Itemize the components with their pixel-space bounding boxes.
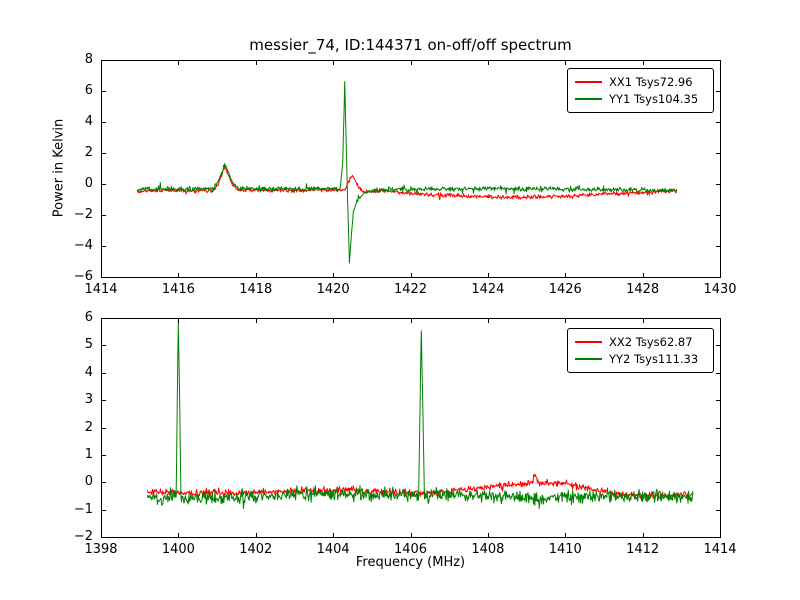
legend-entry-xx2: XX2 Tsys62.87 bbox=[575, 334, 706, 350]
series-line-yy2 bbox=[146, 319, 694, 509]
x-axis-label: Frequency (MHz) bbox=[355, 555, 466, 570]
series-line-yy1 bbox=[136, 81, 678, 264]
x-tick-label: 1406 bbox=[393, 542, 428, 557]
legend-label-yy1: YY1 Tsys104.35 bbox=[609, 92, 699, 107]
y-tick-label: −4 bbox=[73, 238, 93, 253]
legend-line-sample-yy1 bbox=[575, 98, 602, 101]
x-tick-label: 1414 bbox=[703, 542, 737, 557]
x-tick-label: 1420 bbox=[316, 282, 350, 297]
y-tick-label: 6 bbox=[84, 310, 93, 325]
axes-frame bbox=[101, 318, 721, 538]
x-tick-label: 1412 bbox=[626, 542, 660, 557]
legend-bottom-plot: XX2 Tsys62.87 YY2 Tsys111.33 bbox=[567, 328, 714, 373]
x-tick-label: 1402 bbox=[239, 542, 273, 557]
x-tick-label: 1422 bbox=[393, 282, 428, 297]
x-tick-label: 1418 bbox=[239, 282, 273, 297]
chart-title: messier_74, ID:144371 on-off/off spectru… bbox=[249, 36, 572, 54]
x-tick-label: 1428 bbox=[626, 282, 660, 297]
y-tick-label: 3 bbox=[84, 392, 93, 408]
legend-label-xx1: XX1 Tsys72.96 bbox=[609, 74, 693, 89]
y-tick-label: −2 bbox=[73, 207, 93, 222]
x-tick-label: 1398 bbox=[84, 542, 118, 557]
y-tick-label: 2 bbox=[84, 419, 93, 435]
y-tick-label: 8 bbox=[84, 52, 93, 67]
y-tick-label: 0 bbox=[84, 176, 93, 191]
y-tick-label: 2 bbox=[84, 145, 93, 160]
y-axis-label: Power in Kelvin bbox=[51, 118, 67, 218]
x-tick-label: 1408 bbox=[471, 542, 505, 557]
y-tick-label: −2 bbox=[73, 529, 93, 544]
legend-line-sample-xx1 bbox=[575, 80, 602, 83]
series-line-xx1 bbox=[136, 165, 678, 201]
legend-label-xx2: XX2 Tsys62.87 bbox=[609, 334, 693, 349]
x-tick-label: 1404 bbox=[316, 542, 350, 557]
x-tick-label: 1400 bbox=[161, 542, 195, 557]
x-tick-label: 1410 bbox=[548, 542, 582, 557]
legend-line-sample-yy2 bbox=[575, 358, 602, 361]
axes-frame bbox=[101, 60, 721, 278]
legend-entry-xx1: XX1 Tsys72.96 bbox=[575, 74, 706, 90]
legend-top-plot: XX1 Tsys72.96 YY1 Tsys104.35 bbox=[567, 68, 714, 113]
y-tick-label: 4 bbox=[84, 364, 93, 380]
legend-entry-yy2: YY2 Tsys111.33 bbox=[575, 351, 706, 367]
x-tick-label: 1424 bbox=[471, 282, 505, 297]
x-tick-label: 1426 bbox=[548, 282, 582, 297]
legend-label-yy2: YY2 Tsys111.33 bbox=[609, 352, 699, 367]
y-tick-label: 5 bbox=[84, 337, 93, 353]
x-tick-label: 1414 bbox=[84, 282, 118, 297]
legend-line-sample-xx2 bbox=[575, 340, 602, 343]
x-tick-label: 1430 bbox=[703, 282, 737, 297]
series-line-xx2 bbox=[146, 473, 694, 500]
legend-entry-yy1: YY1 Tsys104.35 bbox=[575, 91, 706, 107]
y-tick-label: 0 bbox=[84, 474, 93, 490]
y-tick-label: −1 bbox=[73, 501, 93, 517]
y-tick-label: 4 bbox=[84, 114, 93, 129]
y-tick-label: 1 bbox=[84, 446, 93, 462]
y-tick-label: −6 bbox=[73, 269, 93, 284]
x-tick-label: 1416 bbox=[161, 282, 195, 297]
y-tick-label: 6 bbox=[84, 83, 93, 98]
